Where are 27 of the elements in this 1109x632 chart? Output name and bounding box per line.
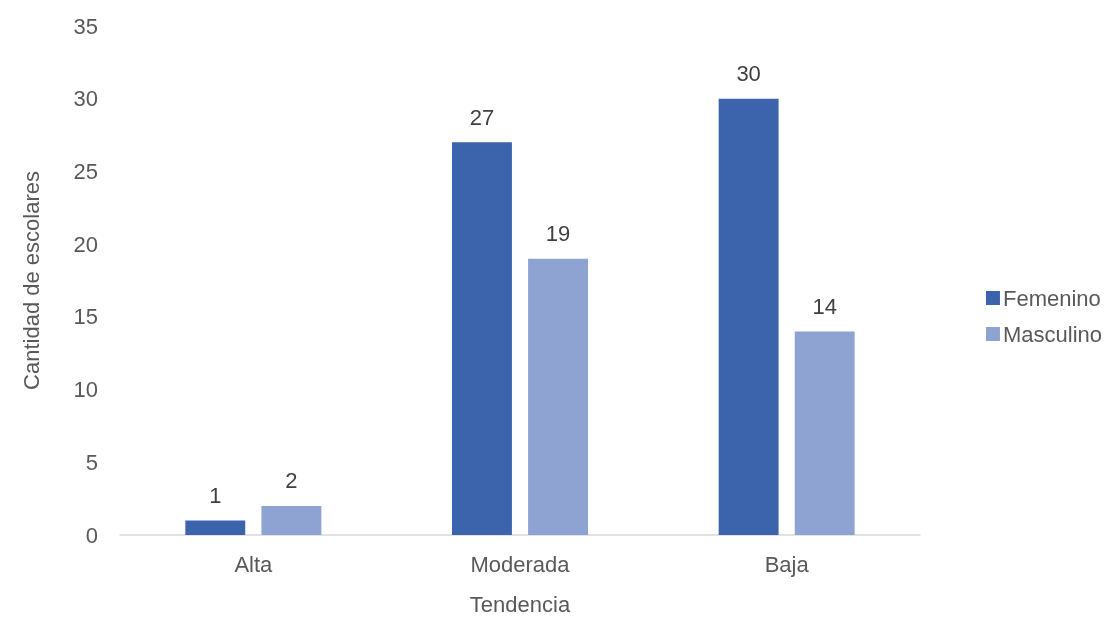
data-label: 19	[545, 221, 571, 247]
data-label: 1	[209, 482, 222, 508]
y-tick-label: 5	[85, 449, 98, 475]
y-axis-title: Cantidad de escolares	[18, 171, 44, 390]
bar	[794, 331, 855, 535]
x-tick-label: Moderada	[470, 551, 571, 577]
data-label: 30	[736, 61, 761, 87]
y-tick-label: 35	[73, 13, 98, 39]
y-tick-label: 0	[85, 522, 98, 548]
legend-label: Femenino	[1002, 285, 1101, 311]
y-tick-label: 30	[73, 86, 98, 112]
bar	[528, 258, 588, 535]
y-tick-label: 20	[73, 231, 98, 257]
bar	[185, 520, 246, 535]
x-axis-title: Tendencia	[469, 591, 571, 617]
x-tick-label: Baja	[764, 551, 810, 577]
x-tick-label: Alta	[234, 551, 274, 577]
data-label: 14	[812, 293, 837, 319]
bar	[261, 505, 322, 535]
bar	[718, 98, 779, 535]
data-label: 27	[469, 104, 495, 130]
data-label: 2	[285, 468, 298, 494]
y-tick-label: 25	[73, 158, 98, 184]
bar	[452, 142, 512, 535]
legend-label: Masculino	[1002, 321, 1102, 347]
y-tick-label: 10	[73, 377, 98, 403]
y-tick-label: 15	[73, 304, 98, 330]
